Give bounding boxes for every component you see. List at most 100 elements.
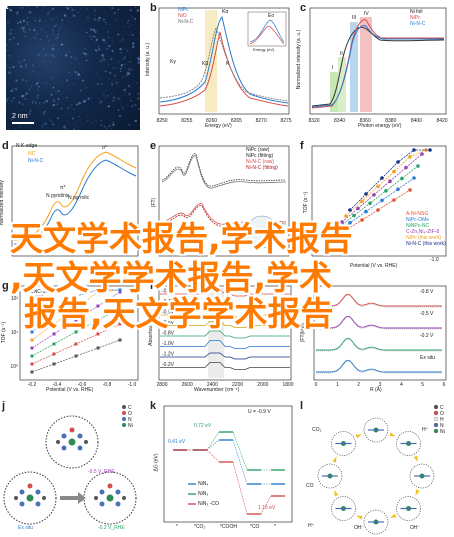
- stem-dot: [57, 98, 60, 101]
- stem-dot: [115, 81, 118, 85]
- stem-dot: [106, 127, 108, 129]
- panel-c: c 8320 8340 8360 8380 8400 8420 Ni foil NiPc …: [296, 2, 452, 132]
- xtick-c-5: 8420: [436, 118, 447, 124]
- stem-dot: [96, 120, 98, 122]
- xtick-g-3: -0.8: [103, 382, 112, 388]
- point-f-3-1: [356, 206, 360, 211]
- stem-dot: [89, 28, 93, 31]
- legend-g-2: Ni-NC: [30, 295, 44, 301]
- point-g-2-4: [118, 306, 122, 310]
- stem-dot: [117, 8, 120, 11]
- stem-dot: [9, 74, 12, 76]
- panel-label-j: j: [2, 400, 6, 412]
- stem-dot: [32, 100, 35, 103]
- stem-dot: [120, 64, 123, 67]
- curve-c-nifoil: [311, 26, 445, 107]
- stem-dot: [57, 36, 59, 38]
- axes-f: [311, 145, 447, 257]
- band-c-iii: [350, 22, 358, 112]
- stem-dot: [77, 11, 80, 14]
- stem-dot: [34, 37, 37, 40]
- stem-dot: [86, 128, 89, 131]
- stem-dot: [58, 108, 60, 110]
- stem-dot: [43, 5, 45, 7]
- stem-dot: [123, 58, 125, 60]
- panel-label-k: k: [150, 400, 157, 412]
- legend-swatch-l-1: [433, 410, 439, 416]
- stem-dot: [127, 19, 130, 22]
- link-k-1-2: [232, 431, 248, 471]
- link-k-2-2: [232, 461, 248, 515]
- chart-k: [163, 405, 293, 523]
- xtick-c-4: 8400: [411, 118, 422, 124]
- stem-dot: [25, 98, 28, 100]
- trace-label-i-2: -0.5 V: [420, 311, 434, 317]
- stem-dot: [19, 7, 21, 9]
- title-k: U = -0.9 V: [248, 409, 271, 415]
- point-g-0-0: [30, 370, 34, 374]
- stem-dot: [38, 65, 40, 67]
- stem-dot: [10, 28, 13, 32]
- stem-dot: [88, 35, 92, 38]
- stem-dot: [13, 97, 15, 99]
- legend-e-2: NiPc (fitting): [246, 153, 274, 159]
- stem-dot: [81, 28, 83, 30]
- stem-dot: [90, 97, 92, 99]
- point-f-4-0: [344, 214, 348, 218]
- stem-dot: [63, 125, 66, 129]
- stem-dot: [44, 54, 47, 56]
- stem-dot: [36, 33, 38, 35]
- series-f-0: [329, 189, 411, 241]
- point-f-0-2: [360, 218, 364, 222]
- scalebar: [12, 122, 34, 124]
- stem-dot: [132, 104, 134, 107]
- series-g-2: [31, 307, 121, 357]
- stem-dot: [105, 42, 107, 44]
- xlabel-g: Potential (V vs. RHE): [46, 387, 94, 393]
- xtick-h-3: 2200: [232, 382, 243, 388]
- panel-i: i 0 1 2 3 4 5 6 -0.8 V -0.5 V -0.2 V Ex situ R…: [300, 280, 452, 395]
- stem-dot: [104, 70, 107, 73]
- xtick-i-4: 4: [400, 382, 403, 388]
- stem-dot: [112, 121, 115, 124]
- stem-dot: [126, 104, 128, 106]
- legend-l-n: N: [440, 423, 444, 429]
- inset-b: [247, 11, 287, 47]
- panel-l: l CO₂ H⁺ CO H⁺ OH⁻ OH⁻ C O H N Ni: [300, 400, 452, 535]
- stem-dot: [112, 66, 115, 69]
- legend-d-nc: NC: [28, 151, 36, 157]
- point-g-0-4: [118, 338, 122, 342]
- link-k-0-2: [232, 439, 248, 485]
- stem-dot: [91, 122, 93, 123]
- panel-label-e: e: [150, 140, 157, 152]
- point-f-0-3: [376, 208, 380, 212]
- stem-dot: [51, 7, 55, 11]
- legend-j-ni: Ni: [128, 423, 133, 429]
- stem-dot: [118, 115, 122, 118]
- stem-dot: [15, 12, 19, 15]
- annotation-b-eo: Eo: [268, 13, 275, 19]
- point-g-4-1: [52, 322, 56, 326]
- atom-j-0-0: [68, 438, 76, 446]
- trace-i-fit-0: [316, 294, 442, 308]
- legend-g-6: Ni-N-C: [30, 319, 46, 325]
- stem-dot: [102, 93, 105, 96]
- stem-dot: [14, 87, 18, 91]
- stem-dot: [111, 50, 114, 52]
- stem-dot: [17, 11, 19, 13]
- stem-dot: [5, 64, 8, 67]
- species-l-3: CO: [306, 483, 314, 489]
- series-f-3: [341, 153, 423, 223]
- stem-dot: [87, 20, 89, 22]
- stem-dot: [10, 117, 13, 120]
- stem-dot: [29, 29, 31, 31]
- legend-j-o: O: [128, 411, 132, 417]
- stem-dot: [38, 86, 41, 88]
- stem-dot: [52, 55, 55, 58]
- annotation-c-ii: II: [340, 51, 343, 57]
- stem-dot: [111, 72, 113, 74]
- atom-j-0-2: [77, 433, 83, 439]
- trace-h-label-2: -0.5V: [162, 310, 175, 316]
- atom-j-2-1: [99, 489, 105, 495]
- trace-h-4: [160, 330, 290, 339]
